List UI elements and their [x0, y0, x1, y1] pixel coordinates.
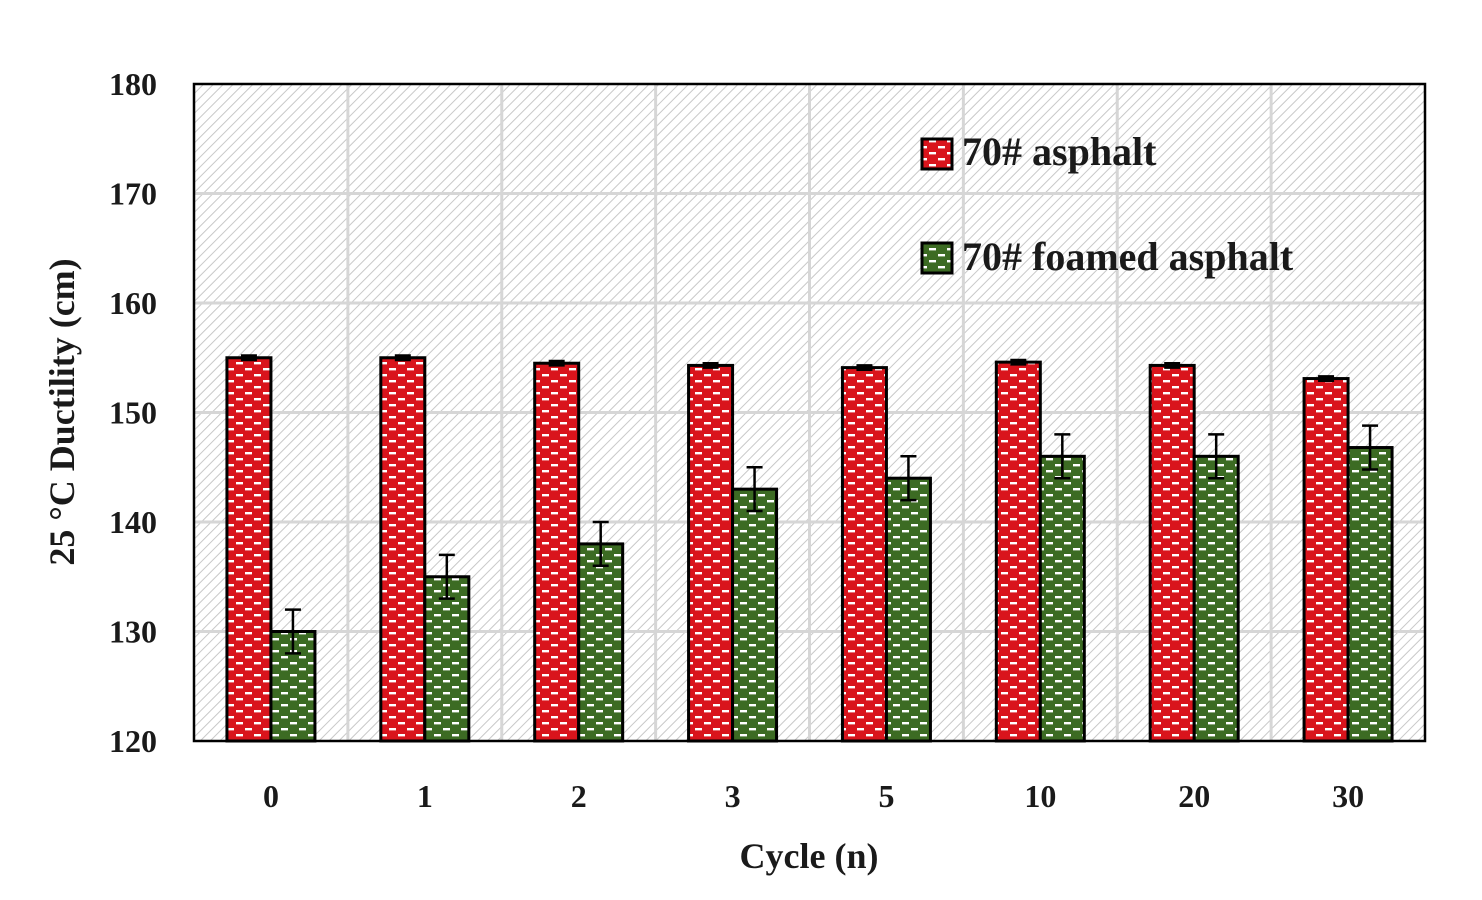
x-tick-labels: 0 1 2 3 5 10 20 30	[263, 778, 1364, 814]
error-bar-asphalt-cycle-2	[548, 359, 565, 367]
x-tick-label-2: 2	[571, 778, 587, 814]
y-axis-title: 25 °C Ductility (cm)	[42, 258, 82, 565]
error-bar-foamed-asphalt-cycle-1	[438, 553, 455, 600]
error-bar-asphalt-cycle-5	[856, 364, 873, 372]
plot-frame	[192, 82, 1427, 743]
legend: 70# asphalt 70# foamed asphalt	[920, 129, 1294, 279]
error-bar-foamed-asphalt-cycle-10	[1054, 433, 1071, 480]
x-tick-label-3: 3	[725, 778, 741, 814]
x-axis-title: Cycle (n)	[740, 836, 879, 876]
error-bar-asphalt-cycle-30	[1318, 375, 1335, 382]
y-tick-label-130: 130	[109, 614, 157, 650]
error-bar-foamed-asphalt-cycle-3	[746, 466, 763, 513]
bar-foamed-asphalt-cycle-3	[731, 487, 779, 743]
bar-foamed-asphalt-cycle-20	[1192, 454, 1240, 743]
y-tick-labels: 120 130 140 150 160 170 180	[109, 66, 157, 759]
error-bar-asphalt-cycle-10	[1010, 358, 1027, 366]
bar-foamed-asphalt-cycle-2	[577, 542, 625, 743]
error-bar-foamed-asphalt-cycle-20	[1208, 433, 1225, 480]
legend-swatch-foamed-asphalt	[920, 241, 954, 275]
error-bar-asphalt-cycle-1	[394, 354, 411, 362]
legend-label-asphalt: 70# asphalt	[962, 129, 1157, 174]
error-bars	[240, 354, 1379, 655]
x-tick-label-20: 20	[1178, 778, 1210, 814]
bar-asphalt-cycle-0	[225, 356, 273, 743]
x-tick-label-0: 0	[263, 778, 279, 814]
bars	[225, 356, 1394, 743]
error-bar-foamed-asphalt-cycle-5	[900, 455, 917, 502]
legend-swatch-asphalt	[920, 137, 954, 171]
x-tick-label-10: 10	[1024, 778, 1056, 814]
bar-foamed-asphalt-cycle-10	[1038, 454, 1086, 743]
y-tick-label-140: 140	[109, 504, 157, 540]
bar-asphalt-cycle-3	[687, 363, 735, 743]
bar-asphalt-cycle-10	[994, 360, 1042, 743]
x-tick-label-1: 1	[417, 778, 433, 814]
bar-asphalt-cycle-1	[379, 356, 427, 743]
legend-label-foamed-asphalt: 70# foamed asphalt	[962, 234, 1294, 279]
error-bar-foamed-asphalt-cycle-0	[284, 608, 301, 655]
error-bar-asphalt-cycle-3	[702, 361, 719, 369]
y-tick-label-160: 160	[109, 285, 157, 321]
bar-asphalt-cycle-30	[1302, 377, 1350, 743]
error-bar-asphalt-cycle-20	[1164, 361, 1181, 369]
y-tick-label-180: 180	[109, 66, 157, 102]
y-tick-label-150: 150	[109, 395, 157, 431]
bar-foamed-asphalt-cycle-5	[884, 476, 932, 743]
bar-foamed-asphalt-cycle-1	[423, 575, 471, 743]
error-bar-foamed-asphalt-cycle-30	[1362, 424, 1379, 471]
bar-asphalt-cycle-2	[533, 361, 581, 743]
bar-foamed-asphalt-cycle-30	[1346, 446, 1394, 743]
error-bar-foamed-asphalt-cycle-2	[592, 520, 609, 568]
y-tick-label-120: 120	[109, 723, 157, 759]
x-tick-label-5: 5	[878, 778, 894, 814]
bar-asphalt-cycle-5	[840, 366, 888, 743]
bar-asphalt-cycle-20	[1148, 363, 1196, 743]
x-tick-label-30: 30	[1332, 778, 1364, 814]
error-bar-asphalt-cycle-0	[240, 354, 257, 362]
y-tick-label-170: 170	[109, 176, 157, 212]
